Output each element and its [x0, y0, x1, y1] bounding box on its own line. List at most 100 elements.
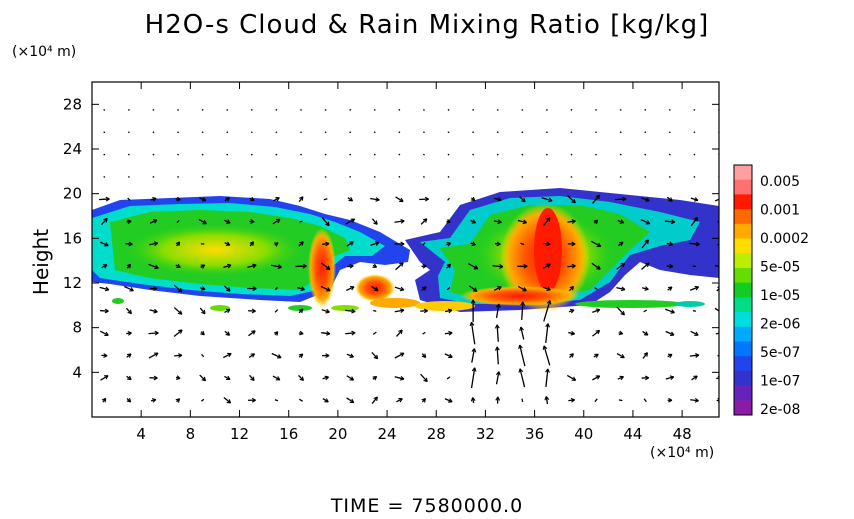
x-tick-label: 32	[476, 425, 495, 443]
wind-vector	[274, 287, 278, 291]
wind-vector	[517, 263, 528, 269]
wind-vector	[520, 301, 526, 320]
plot-frame	[91, 81, 720, 418]
wind-vector	[717, 243, 719, 246]
wind-vector	[126, 330, 132, 336]
wind-vector	[103, 175, 106, 178]
y-tick-label: 24	[63, 140, 82, 158]
wind-vector	[126, 375, 132, 381]
wind-vector	[248, 397, 256, 403]
wind-vector	[99, 330, 109, 336]
wind-vector	[173, 329, 183, 338]
wind-vector	[177, 153, 179, 156]
wind-vector	[468, 263, 479, 270]
colorbar-swatch	[734, 179, 752, 195]
wind-vectors	[99, 108, 719, 405]
wind-vector	[322, 375, 329, 381]
wind-vector	[395, 196, 404, 203]
y-tick-label: 20	[63, 185, 82, 203]
wind-vector	[641, 197, 650, 202]
wind-vector	[372, 376, 378, 381]
wind-vector	[470, 397, 476, 404]
wind-vector	[521, 108, 524, 111]
wind-vector	[616, 306, 625, 316]
wind-vector	[690, 330, 699, 336]
wind-vector	[545, 323, 551, 344]
wind-vector	[495, 396, 501, 404]
wind-vector	[592, 308, 601, 313]
wind-vector	[567, 219, 576, 224]
wind-vector	[298, 330, 304, 336]
wind-vector	[517, 219, 527, 225]
wind-vector	[568, 285, 575, 292]
y-tick-label: 16	[63, 229, 82, 247]
wind-vector	[175, 196, 181, 202]
wind-vector	[616, 352, 625, 359]
wind-vector	[666, 263, 674, 269]
wind-vector	[472, 131, 475, 134]
wind-vector	[595, 108, 598, 111]
x-tick-label: 24	[378, 425, 397, 443]
wind-vector	[592, 375, 601, 381]
wind-vector	[592, 329, 601, 337]
wind-vector	[224, 197, 231, 202]
wind-vector	[471, 348, 477, 363]
wind-vector	[295, 263, 307, 269]
wind-vector	[347, 263, 354, 269]
wind-vector	[322, 353, 330, 358]
wind-vector	[298, 241, 304, 247]
wind-vector	[324, 131, 327, 134]
wind-vector	[665, 375, 675, 381]
wind-vector	[297, 286, 305, 292]
wind-vector	[271, 352, 282, 359]
x-tick-label: 20	[328, 425, 347, 443]
wind-vector	[446, 286, 451, 291]
wind-vector	[422, 242, 426, 246]
wind-vector	[373, 108, 376, 111]
wind-vector	[717, 354, 719, 357]
colorbar-label: 1e-05	[760, 288, 800, 304]
colorbar-label: 2e-06	[760, 317, 800, 333]
wind-vector	[101, 264, 108, 269]
wind-vector	[149, 286, 158, 291]
wind-vector	[125, 241, 133, 247]
wind-vector	[248, 308, 256, 314]
wind-vector	[470, 219, 477, 224]
colorbar-label: 0.0002	[760, 231, 809, 247]
wind-vector	[619, 108, 622, 111]
chart-title: H2O-s Cloud & Rain Mixing Ratio [kg/kg]	[144, 10, 710, 40]
colorbar-swatch	[734, 341, 752, 357]
wind-vector	[714, 307, 719, 312]
wind-vector	[298, 353, 304, 358]
wind-vector	[324, 108, 327, 111]
wind-vector	[495, 303, 501, 319]
colorbar-swatch	[734, 223, 752, 240]
wind-vector	[642, 352, 649, 359]
wind-vector	[567, 195, 576, 204]
wind-vector	[148, 330, 159, 336]
wind-vector	[690, 197, 699, 202]
wind-vector	[493, 197, 502, 202]
wind-vector	[693, 153, 696, 156]
x-axis: 4 8 12 16 20 24 28 32 36 40 44 48	[136, 82, 692, 443]
wind-vector	[693, 175, 696, 178]
wind-vector	[641, 375, 650, 381]
x-tick-label: 40	[574, 425, 593, 443]
wind-vector	[394, 375, 405, 381]
wind-vector	[422, 176, 425, 178]
wind-vector	[300, 108, 302, 111]
wind-vector	[593, 219, 599, 224]
eastern-core-center	[534, 208, 562, 292]
wind-vector	[567, 263, 576, 269]
wind-vector	[472, 175, 475, 178]
wind-vector	[200, 264, 206, 269]
wind-vector	[99, 196, 110, 202]
wind-vector	[542, 345, 551, 366]
western-anvil-yellow	[120, 222, 310, 278]
colorbar-swatch	[734, 238, 752, 254]
wind-vector	[641, 239, 649, 249]
wind-vector	[349, 176, 352, 178]
wind-vector	[300, 153, 302, 156]
wind-vector	[223, 352, 232, 359]
wind-vector	[248, 330, 256, 337]
